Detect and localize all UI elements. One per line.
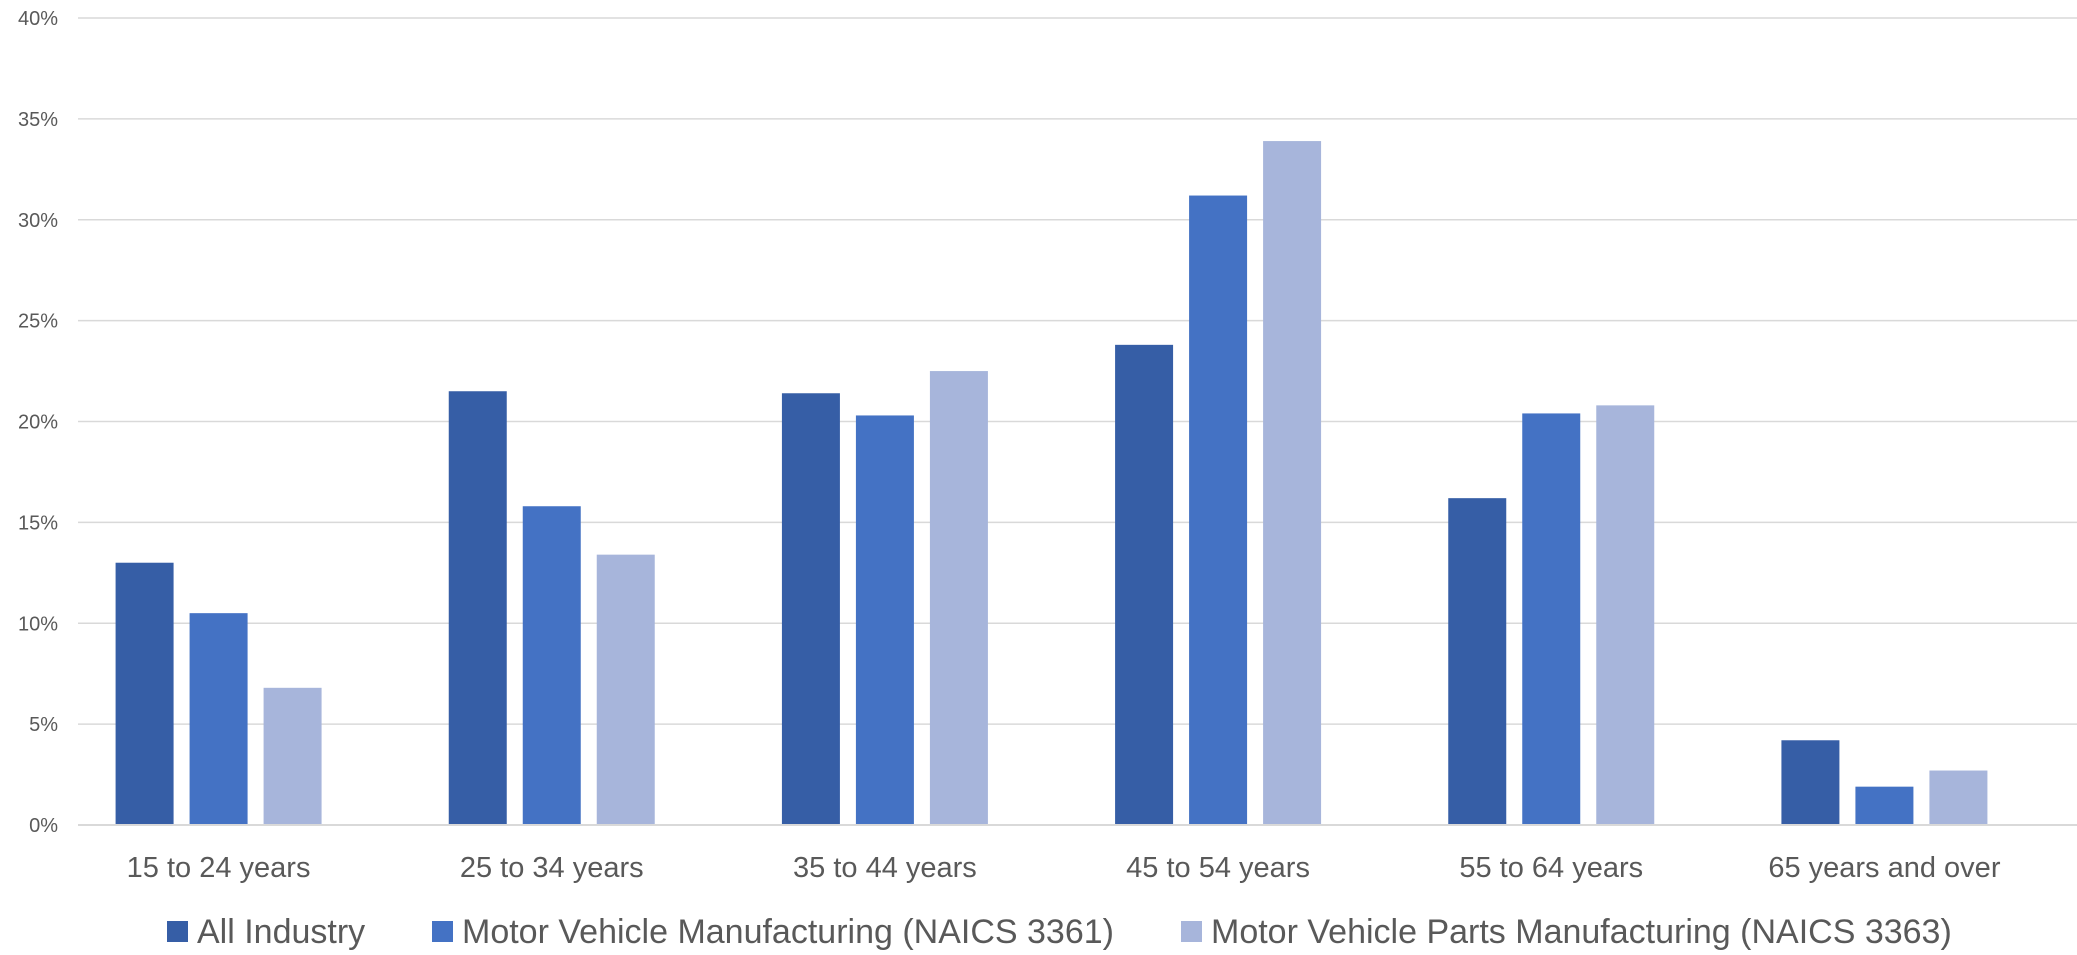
bar-2-2: [929, 371, 988, 825]
bar-4-1: [1522, 413, 1581, 825]
y-tick-label: 35%: [18, 109, 58, 131]
bar-1-2: [596, 554, 655, 825]
y-tick-label: 30%: [18, 210, 58, 232]
legend: All Industry Motor Vehicle Manufacturing …: [167, 913, 1952, 951]
x-tick-label: 65 years and over: [1768, 852, 2000, 884]
legend-label: Motor Vehicle Manufacturing (NAICS 3361): [462, 913, 1114, 950]
y-tick-label: 10%: [18, 613, 58, 635]
y-tick-label: 5%: [29, 714, 58, 736]
bar-2-1: [855, 415, 914, 825]
bar-3-2: [1263, 141, 1322, 825]
y-tick-label: 20%: [18, 412, 58, 434]
legend-label: All Industry: [197, 913, 365, 950]
bar-5-2: [1929, 770, 1988, 825]
bar-0-2: [263, 687, 322, 825]
y-tick-label: 0%: [29, 815, 58, 837]
legend-swatch: [432, 921, 453, 942]
x-tick-label: 15 to 24 years: [127, 852, 311, 884]
bar-1-1: [522, 506, 581, 825]
x-tick-label: 45 to 54 years: [1126, 852, 1310, 884]
y-tick-label: 40%: [18, 8, 58, 30]
x-tick-label: 55 to 64 years: [1459, 852, 1643, 884]
bar-2-0: [781, 393, 840, 825]
x-axis: 15 to 24 years 25 to 34 years 35 to 44 yea…: [78, 824, 2077, 884]
bar-0-1: [189, 613, 248, 825]
legend-swatch: [1181, 921, 1202, 942]
bar-4-2: [1596, 405, 1655, 825]
bar-3-1: [1189, 195, 1248, 826]
gridlines: [78, 17, 2077, 826]
bars: [115, 141, 1988, 826]
bar-4-0: [1448, 498, 1507, 825]
y-axis-ticks: 0% 5% 10% 15% 20% 25% 30% 35% 40%: [18, 8, 58, 837]
y-tick-label: 25%: [18, 311, 58, 333]
bar-5-0: [1781, 740, 1840, 825]
bar-5-1: [1855, 786, 1914, 825]
y-tick-label: 15%: [18, 512, 58, 534]
x-tick-label: 25 to 34 years: [460, 852, 644, 884]
x-tick-label: 35 to 44 years: [793, 852, 977, 884]
legend-swatch: [167, 921, 188, 942]
legend-label: Motor Vehicle Parts Manufacturing (NAICS…: [1211, 913, 1952, 950]
bar-1-0: [448, 391, 507, 825]
bar-0-0: [115, 562, 174, 825]
bar-3-0: [1115, 344, 1174, 825]
